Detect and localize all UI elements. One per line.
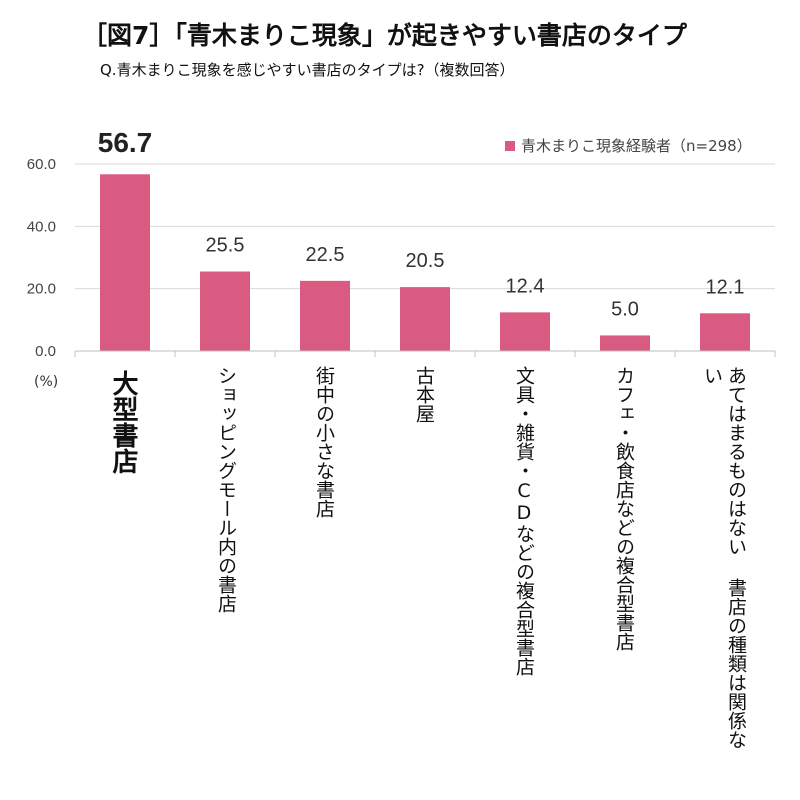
bar [500,312,550,351]
bar [200,271,250,351]
y-tick-label: 0.0 [35,343,56,360]
bar [300,280,350,351]
x-category-label: 古本屋 [413,366,435,423]
x-category-label: ショッピングモール内の書店 [215,366,237,613]
x-category-label: 文具・雑貨・CDなどの複合型書店 [513,366,535,676]
chart-title: ［図7］「青木まりこ現象」が起きやすい書店のタイプ [82,21,687,50]
x-category-label: あてはまるものはない 書店の種類は関係ない [701,366,747,749]
x-category-label: 大型書店 [108,370,138,474]
legend: 青木まりこ現象経験者（n=298） [505,135,752,156]
data-label: 12.1 [706,276,745,298]
bar [400,287,450,351]
data-label: 25.5 [206,235,245,257]
bar [700,313,750,351]
bar [600,335,650,351]
data-label: 22.5 [306,244,345,266]
data-label: 56.7 [98,127,153,158]
chart-subtitle: Q.青木まりこ現象を感じやすい書店のタイプは?（複数回答） [100,61,515,79]
legend-label: 青木まりこ現象経験者（n=298） [521,137,752,155]
y-tick-label: 20.0 [27,281,56,298]
data-label: 12.4 [506,275,545,297]
legend-swatch [505,140,515,151]
y-tick-label: 40.0 [27,218,56,235]
x-category-label: 街中の小さな書店 [313,366,335,518]
y-axis-unit: (%) [34,374,59,390]
bar [100,174,150,351]
data-label: 20.5 [406,250,445,272]
y-tick-label: 60.0 [27,156,56,173]
data-label: 5.0 [611,298,639,320]
x-category-label: カフェ・飲食店などの複合型書店 [613,366,635,651]
